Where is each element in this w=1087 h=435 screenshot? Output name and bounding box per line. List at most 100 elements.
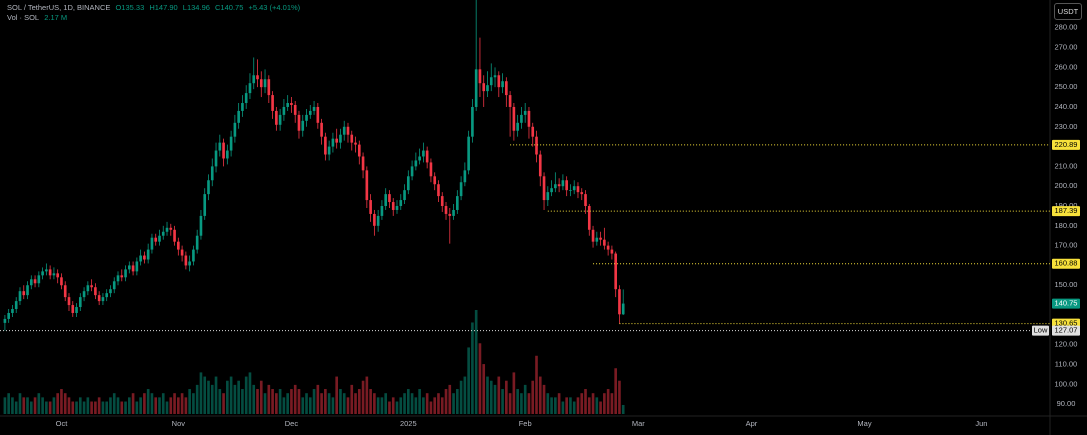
candle-body bbox=[278, 114, 282, 125]
volume-bar bbox=[86, 397, 90, 414]
volume-bar bbox=[150, 393, 154, 414]
candle-body bbox=[60, 277, 63, 286]
volume-bar bbox=[90, 401, 93, 414]
candle-body bbox=[18, 291, 22, 302]
volume-bar bbox=[192, 393, 195, 414]
volume-bar bbox=[508, 393, 512, 414]
volume-bar bbox=[26, 397, 29, 414]
volume-bar bbox=[75, 401, 78, 414]
candle-body bbox=[218, 142, 222, 151]
volume-bar bbox=[301, 397, 305, 414]
candle-body bbox=[369, 200, 372, 214]
candle-body bbox=[535, 136, 538, 155]
volume-bar bbox=[312, 389, 316, 414]
volume-bar bbox=[584, 389, 587, 414]
volume-bar bbox=[448, 384, 452, 414]
volume-bar bbox=[52, 397, 56, 414]
volume-bar bbox=[207, 380, 210, 414]
candle-body bbox=[316, 106, 320, 123]
volume-bar bbox=[101, 401, 105, 414]
volume-bar bbox=[403, 393, 406, 414]
volume-bar bbox=[256, 389, 259, 414]
candle-body bbox=[286, 103, 289, 107]
candle-body bbox=[335, 138, 338, 143]
candle-body bbox=[523, 110, 527, 115]
x-tick-label: Dec bbox=[285, 419, 299, 428]
volume-bar bbox=[60, 389, 63, 414]
y-tick-label: 120.00 bbox=[1055, 340, 1078, 349]
volume-bar bbox=[241, 389, 244, 414]
candle-body bbox=[308, 110, 312, 115]
level-label: 187.39 bbox=[1055, 206, 1078, 215]
volume-bar bbox=[324, 389, 327, 414]
candle-body bbox=[440, 196, 444, 207]
candle-body bbox=[124, 269, 127, 278]
volume-bar bbox=[259, 380, 263, 414]
volume-bar bbox=[474, 310, 478, 414]
candle-body bbox=[471, 106, 474, 137]
volume-bar bbox=[316, 384, 320, 414]
y-tick-label: 200.00 bbox=[1055, 181, 1078, 190]
volume-bar bbox=[440, 397, 444, 414]
level-label: 160.88 bbox=[1055, 259, 1078, 268]
candle-body bbox=[165, 227, 169, 232]
volume-bar bbox=[471, 322, 474, 414]
y-tick-label: 150.00 bbox=[1055, 280, 1078, 289]
candle-body bbox=[614, 253, 617, 290]
volume-bar bbox=[271, 389, 274, 414]
currency-button[interactable]: USDT bbox=[1054, 3, 1082, 20]
candle-body bbox=[203, 194, 207, 216]
legend-header: SOL / TetherUS, 1D, BINANCE O135.33 H147… bbox=[7, 3, 303, 23]
volume-bar bbox=[452, 393, 455, 414]
candle-body bbox=[90, 285, 93, 288]
volume-bar bbox=[610, 393, 614, 414]
volume-bar bbox=[297, 389, 301, 414]
volume-bar bbox=[11, 397, 14, 414]
candle-body bbox=[546, 192, 550, 201]
candle-body bbox=[37, 275, 41, 284]
x-tick-label: Oct bbox=[56, 419, 69, 428]
volume-bar bbox=[501, 389, 504, 414]
candle-body bbox=[610, 249, 614, 254]
candle-body bbox=[508, 95, 512, 107]
candle-body bbox=[501, 81, 504, 88]
volume-bar bbox=[365, 376, 369, 414]
volume-bar bbox=[131, 393, 135, 414]
candle-body bbox=[94, 287, 97, 296]
candle-body bbox=[222, 142, 225, 159]
candle-body bbox=[565, 180, 568, 191]
volume-bar bbox=[109, 397, 112, 414]
volume-bar bbox=[143, 393, 146, 414]
candle-body bbox=[493, 75, 497, 78]
last-price-label: 140.75 bbox=[1055, 299, 1078, 308]
volume-bar bbox=[158, 397, 161, 414]
volume-bar bbox=[203, 376, 207, 414]
candle-body bbox=[512, 106, 516, 131]
low-value-box bbox=[1052, 325, 1080, 336]
candle-body bbox=[146, 249, 150, 260]
volume-bar bbox=[37, 393, 41, 414]
candle-body bbox=[456, 196, 459, 210]
volume-bar bbox=[561, 401, 565, 414]
volume-bar bbox=[418, 389, 421, 414]
volume-bar bbox=[48, 401, 52, 414]
volume-bar bbox=[395, 401, 399, 414]
ohlc-open: O135.33 bbox=[115, 3, 145, 12]
volume-row: Vol · SOL 2.17 M bbox=[7, 13, 303, 23]
volume-bar bbox=[146, 389, 150, 414]
volume-bar bbox=[429, 401, 433, 414]
volume-last: 2.17 M bbox=[44, 13, 68, 22]
candle-body bbox=[520, 114, 523, 123]
candle-body bbox=[56, 273, 60, 278]
candle-body bbox=[591, 229, 595, 242]
volume-bar bbox=[391, 397, 395, 414]
volume-bar bbox=[384, 393, 388, 414]
candle-body bbox=[259, 79, 263, 88]
candle-body bbox=[459, 182, 463, 197]
y-tick-label: 270.00 bbox=[1055, 43, 1078, 52]
volume-bar bbox=[339, 389, 342, 414]
volume-bar bbox=[222, 393, 225, 414]
volume-bar bbox=[618, 380, 621, 414]
volume-bar bbox=[308, 397, 312, 414]
candle-body bbox=[327, 146, 331, 155]
